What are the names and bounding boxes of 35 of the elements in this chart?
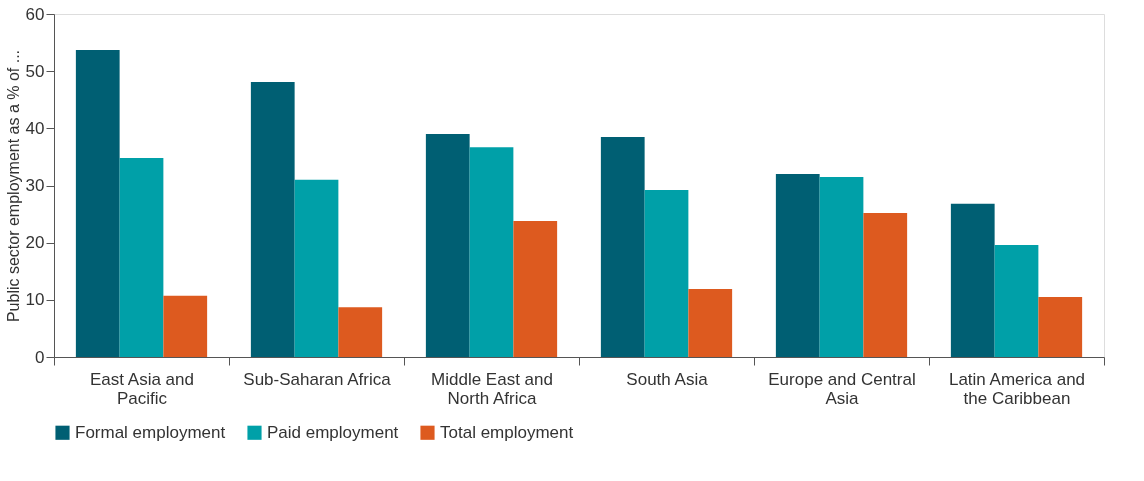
bar bbox=[294, 179, 339, 357]
bar bbox=[119, 158, 164, 357]
bar bbox=[775, 174, 820, 357]
x-tick-label: South Asia bbox=[626, 369, 709, 389]
x-tick-label: Middle East and North Africa bbox=[431, 369, 553, 408]
y-tick-label: 40 bbox=[25, 118, 45, 138]
y-tick-label: 50 bbox=[25, 61, 45, 81]
x-tick-label: Latin America and the Caribbean bbox=[948, 369, 1086, 408]
bar bbox=[1038, 296, 1083, 357]
bar bbox=[250, 82, 295, 357]
y-axis-title: Public sector employment as a % of ... bbox=[4, 49, 22, 323]
bar bbox=[688, 288, 733, 357]
legend-label: Paid employment bbox=[267, 422, 399, 442]
bar bbox=[338, 307, 383, 357]
bar bbox=[600, 136, 645, 357]
x-tick-label: Europe and Central Asia bbox=[768, 369, 916, 408]
bar bbox=[75, 50, 120, 357]
y-tick-label: 30 bbox=[25, 176, 45, 195]
x-tick-label: East Asia and Pacific bbox=[90, 369, 194, 408]
bar bbox=[644, 190, 689, 357]
x-tick-label: Sub-Saharan Africa bbox=[243, 369, 392, 389]
bar bbox=[425, 134, 470, 357]
y-tick-label: 60 bbox=[25, 4, 45, 24]
bar bbox=[469, 147, 514, 357]
y-tick-label: 10 bbox=[25, 290, 45, 310]
bar bbox=[994, 244, 1039, 357]
bar bbox=[819, 176, 864, 357]
y-tick-label: 20 bbox=[25, 233, 45, 253]
bar bbox=[863, 212, 908, 357]
y-tick-label: 0 bbox=[35, 347, 45, 367]
bar bbox=[513, 220, 558, 357]
bar bbox=[950, 203, 995, 357]
legend-label: Total employment bbox=[440, 422, 574, 442]
legend-label: Formal employment bbox=[75, 422, 226, 442]
bar bbox=[163, 295, 208, 357]
